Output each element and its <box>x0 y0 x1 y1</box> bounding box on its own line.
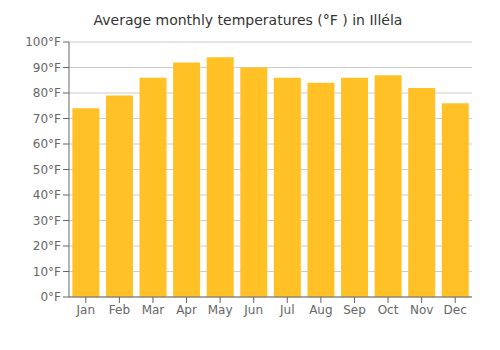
svg-text:10°F: 10°F <box>33 265 61 279</box>
svg-text:100°F: 100°F <box>25 35 61 49</box>
svg-text:20°F: 20°F <box>33 239 61 253</box>
svg-text:Mar: Mar <box>142 303 165 317</box>
svg-text:80°F: 80°F <box>33 86 61 100</box>
svg-text:Feb: Feb <box>109 303 130 317</box>
svg-text:Jul: Jul <box>279 303 294 317</box>
svg-text:May: May <box>208 303 233 317</box>
html-text:Average monthly temperatures (: Average monthly temperatures (°F ) in Il… <box>93 12 403 28</box>
svg-text:Jan: Jan <box>76 303 96 317</box>
svg-text:Dec: Dec <box>444 303 467 317</box>
svg-text:90°F: 90°F <box>33 61 61 75</box>
svg-text:Aug: Aug <box>309 303 332 317</box>
svg-text:60°F: 60°F <box>33 137 61 151</box>
svg-text:50°F: 50°F <box>33 163 61 177</box>
svg-text:Nov: Nov <box>410 303 433 317</box>
svg-text:70°F: 70°F <box>33 112 61 126</box>
svg-text:30°F: 30°F <box>33 214 61 228</box>
svg-text:40°F: 40°F <box>33 188 61 202</box>
svg-text:Oct: Oct <box>378 303 399 317</box>
svg-text:Sep: Sep <box>343 303 366 317</box>
svg-text:Apr: Apr <box>176 303 197 317</box>
svg-text:Jun: Jun <box>243 303 263 317</box>
svg-text:0°F: 0°F <box>40 290 61 304</box>
